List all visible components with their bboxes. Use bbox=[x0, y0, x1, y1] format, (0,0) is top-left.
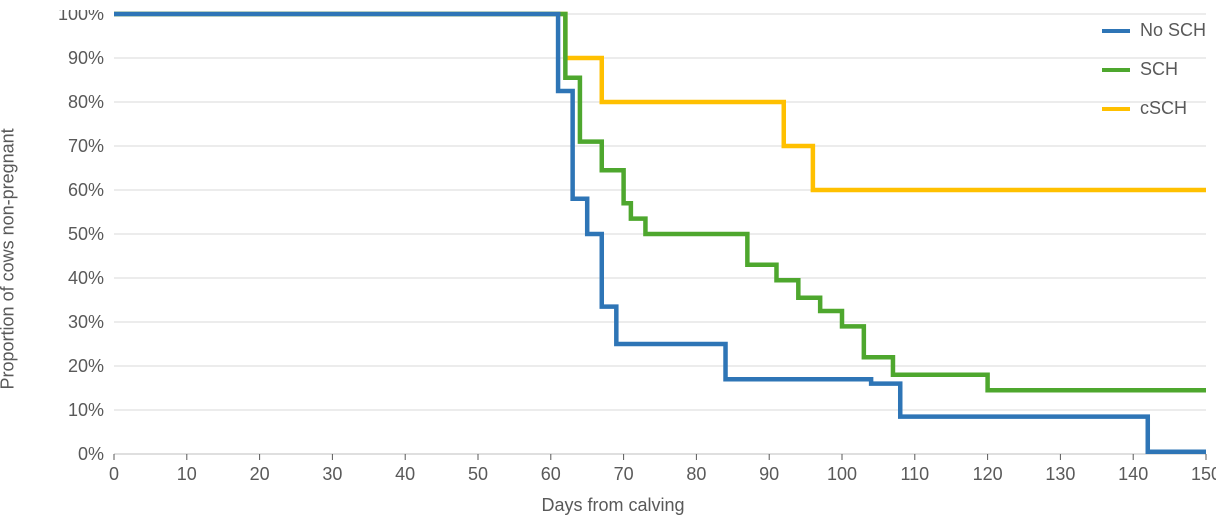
svg-text:0: 0 bbox=[109, 464, 119, 484]
svg-text:150: 150 bbox=[1191, 464, 1216, 484]
legend-swatch bbox=[1102, 107, 1130, 111]
svg-text:50%: 50% bbox=[68, 224, 104, 244]
svg-text:30: 30 bbox=[322, 464, 342, 484]
legend-item-no-sch: No SCH bbox=[1102, 20, 1206, 41]
svg-text:70%: 70% bbox=[68, 136, 104, 156]
legend-label: No SCH bbox=[1140, 20, 1206, 41]
svg-text:80: 80 bbox=[686, 464, 706, 484]
svg-text:100%: 100% bbox=[58, 10, 104, 24]
legend-label: SCH bbox=[1140, 59, 1178, 80]
svg-text:90%: 90% bbox=[68, 48, 104, 68]
svg-text:60: 60 bbox=[541, 464, 561, 484]
svg-text:10%: 10% bbox=[68, 400, 104, 420]
svg-text:0%: 0% bbox=[78, 444, 104, 464]
svg-text:40: 40 bbox=[395, 464, 415, 484]
chart-legend: No SCH SCH cSCH bbox=[1102, 20, 1206, 137]
svg-text:10: 10 bbox=[177, 464, 197, 484]
svg-text:140: 140 bbox=[1118, 464, 1148, 484]
legend-label: cSCH bbox=[1140, 98, 1187, 119]
svg-text:20%: 20% bbox=[68, 356, 104, 376]
svg-text:60%: 60% bbox=[68, 180, 104, 200]
svg-text:90: 90 bbox=[759, 464, 779, 484]
svg-text:100: 100 bbox=[827, 464, 857, 484]
legend-item-csch: cSCH bbox=[1102, 98, 1206, 119]
svg-text:110: 110 bbox=[900, 464, 929, 484]
svg-text:30%: 30% bbox=[68, 312, 104, 332]
svg-text:70: 70 bbox=[614, 464, 634, 484]
svg-text:130: 130 bbox=[1045, 464, 1075, 484]
legend-swatch bbox=[1102, 68, 1130, 72]
survival-chart: Proportion of cows non-pregnant 0 10 20 30 4… bbox=[0, 0, 1226, 522]
y-axis-title: Proportion of cows non-pregnant bbox=[0, 128, 19, 389]
chart-plot-area: 0 10 20 30 40 50 60 70 80 90 100 110 120 130 140 150 0% 1… bbox=[50, 10, 1216, 490]
svg-text:50: 50 bbox=[468, 464, 488, 484]
legend-swatch bbox=[1102, 29, 1130, 33]
svg-text:40%: 40% bbox=[68, 268, 104, 288]
legend-item-sch: SCH bbox=[1102, 59, 1206, 80]
x-axis-title: Days from calving bbox=[0, 495, 1226, 516]
svg-text:120: 120 bbox=[973, 464, 1003, 484]
svg-text:20: 20 bbox=[250, 464, 270, 484]
svg-text:80%: 80% bbox=[68, 92, 104, 112]
